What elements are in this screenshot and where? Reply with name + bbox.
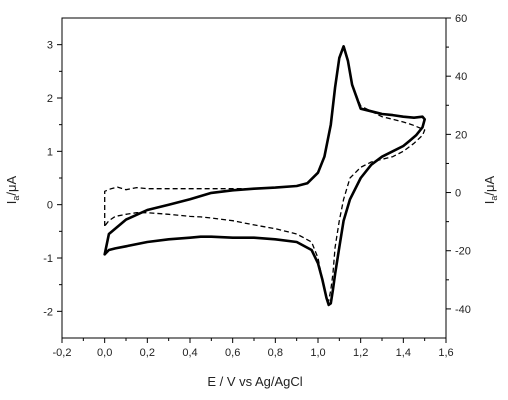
y-right-axis-ticks: -40 -20 0 20 40 60 (446, 13, 471, 316)
x-tick-label: -0,2 (53, 347, 72, 359)
y-left-axis-title-sub: a (11, 196, 21, 201)
plot-border (61, 17, 447, 339)
y-left-tick-label: -2 (43, 306, 53, 318)
x-tick-label: 0,0 (97, 347, 112, 359)
y-right-axis-title-main: I (482, 201, 497, 205)
x-tick-label: 1,6 (438, 347, 453, 359)
x-tick-label: 1,0 (310, 347, 325, 359)
y-right-tick-label: -40 (455, 304, 471, 316)
y-left-tick-label: 2 (47, 93, 53, 105)
y-left-tick-label: 0 (47, 200, 53, 212)
plot-frame (61, 17, 447, 339)
x-axis-ticks: -0,2 0,0 0,2 0,4 0,6 0,8 1,0 1,2 1,4 1,6 (53, 338, 454, 359)
y-right-tick-label: 60 (455, 13, 467, 25)
y-right-tick-label: -20 (455, 246, 471, 258)
y-left-tick-label: 1 (47, 146, 53, 158)
x-tick-label: 0,4 (182, 347, 197, 359)
y-left-axis-title: Ia/μA (4, 175, 21, 204)
x-tick-label: 1,2 (353, 347, 368, 359)
y-right-axis-title-sub: a (489, 196, 499, 201)
y-right-axis-title-unit: /μA (482, 175, 497, 195)
y-left-tick-label: -1 (43, 253, 53, 265)
x-tick-label: 0,6 (225, 347, 240, 359)
y-right-tick-label: 0 (455, 188, 461, 200)
y-left-axis-ticks: -2 -1 0 1 2 3 (43, 40, 62, 318)
y-right-axis-title: Ia/μA (482, 175, 499, 204)
x-tick-label: 0,2 (140, 347, 155, 359)
x-axis-title: E / V vs Ag/AgCl (207, 374, 302, 389)
y-left-axis-title-main: I (4, 201, 19, 205)
y-left-tick-label: 3 (47, 40, 53, 52)
series-layer (103, 44, 427, 307)
solid-voltammogram-line (103, 44, 427, 307)
dashed-voltammogram-line (104, 46, 426, 302)
y-right-tick-label: 20 (455, 129, 467, 141)
y-left-axis-title-unit: /μA (4, 175, 19, 195)
x-tick-label: 0,8 (268, 347, 283, 359)
y-right-tick-label: 40 (455, 71, 467, 83)
x-tick-label: 1,4 (396, 347, 411, 359)
